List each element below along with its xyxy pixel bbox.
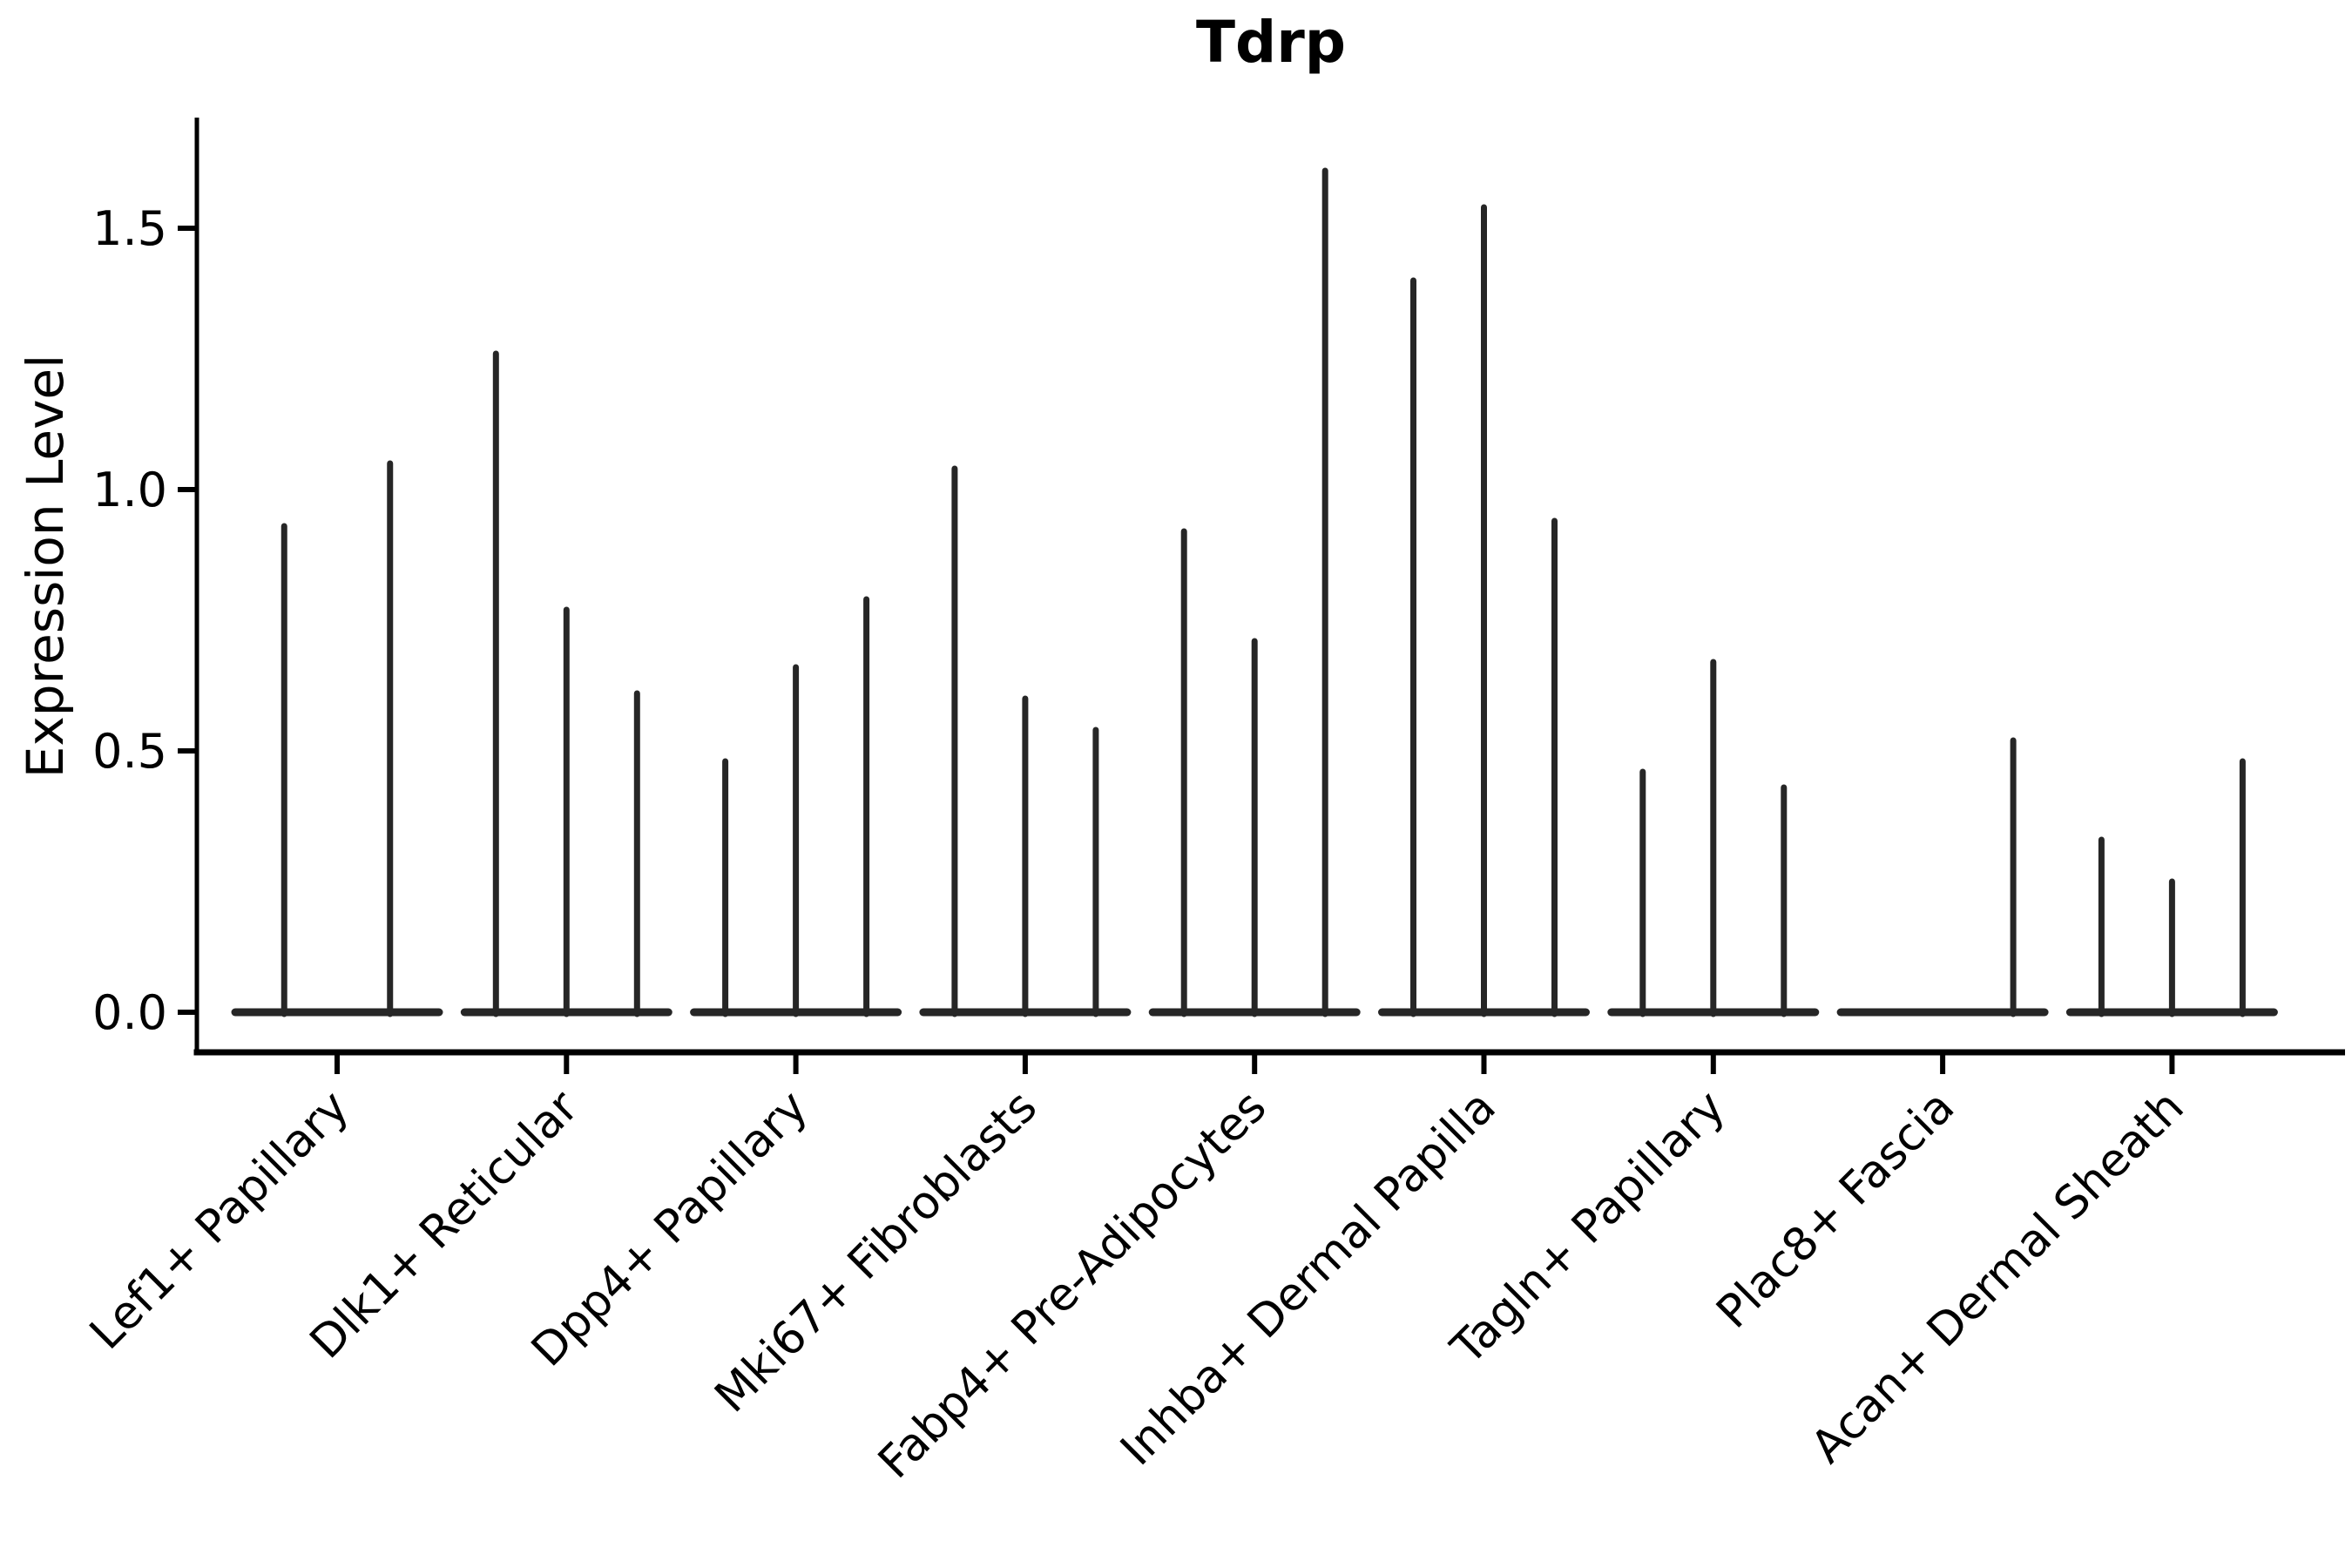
x-tick-label: Plac8+ Fascia [1707,1081,1964,1339]
y-tick-label: 1.5 [92,201,167,256]
x-tick-label: Fabp4+ Pre-Adipocytes [868,1081,1276,1489]
y-tick-label: 0.0 [92,985,167,1040]
y-tick-label: 0.5 [92,724,167,779]
x-tick-label: Inhba+ Dermal Papilla [1111,1081,1505,1476]
x-tick-label: Acan+ Dermal Sheath [1801,1081,2194,1474]
violin-baseline [231,1008,443,1017]
y-tick-label: 1.0 [92,463,167,517]
violin-baseline [1836,1008,2049,1017]
chart-title: Tdrp [1195,9,1347,76]
